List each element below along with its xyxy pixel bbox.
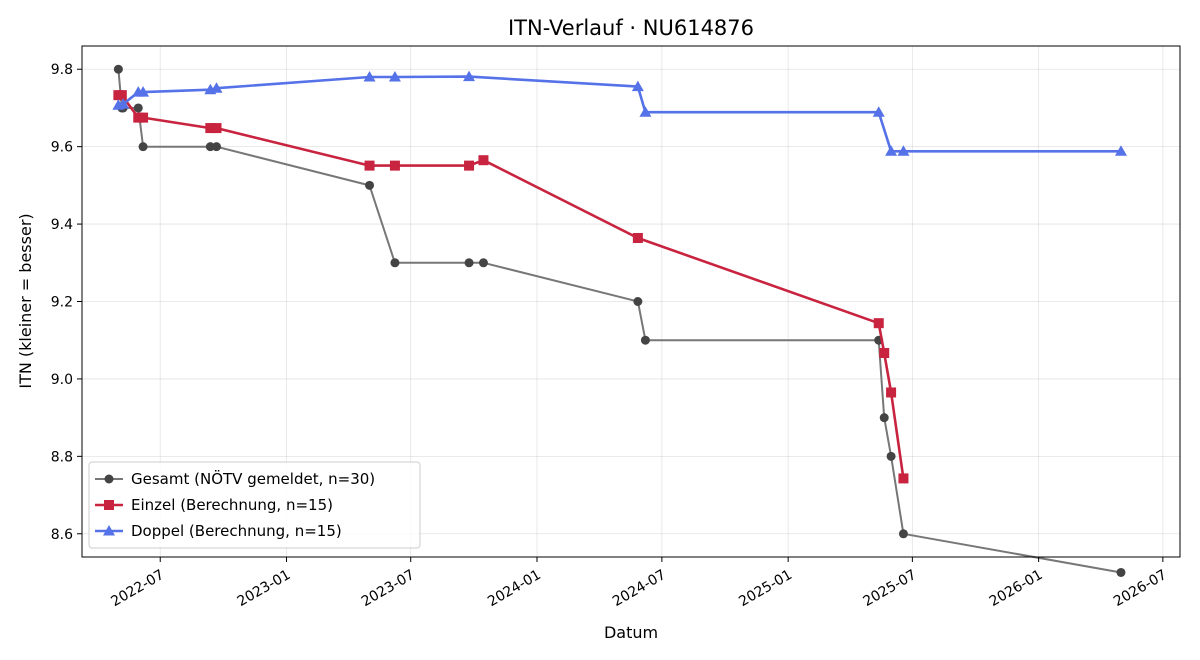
legend-label: Doppel (Berechnung, n=15) xyxy=(131,522,342,540)
y-tick-label: 9.6 xyxy=(51,140,73,156)
series-2-point xyxy=(873,318,884,329)
series-1-point xyxy=(365,180,375,190)
series-3-point xyxy=(872,106,885,117)
y-axis: 8.6 8.8 9.0 9.2 9.4 9.6 9.8 xyxy=(51,62,82,543)
series-3-point xyxy=(388,70,401,82)
x-axis-label: Datum xyxy=(604,623,658,642)
series-1 xyxy=(113,64,1126,577)
series-2-point xyxy=(879,347,890,358)
chart-title: ITN-Verlauf · NU614876 xyxy=(508,16,754,40)
legend-marker xyxy=(104,474,114,484)
series-1-point xyxy=(390,258,400,268)
y-tick-label: 8.8 xyxy=(51,449,73,465)
series-1-point xyxy=(640,335,650,345)
series-2-point xyxy=(464,160,475,171)
legend-entry: Doppel (Berechnung, n=15) xyxy=(95,522,342,540)
series-3-point xyxy=(463,70,476,82)
legend-label: Gesamt (NÖTV gemeldet, n=30) xyxy=(131,469,375,488)
series-2-point xyxy=(886,387,897,398)
series-3-point xyxy=(210,82,223,93)
series-2-point xyxy=(211,123,222,134)
series-3-point xyxy=(137,86,150,97)
series-2 xyxy=(113,90,909,484)
series-2-point xyxy=(632,233,643,244)
grid xyxy=(82,46,1180,557)
series-2-point xyxy=(205,123,216,134)
series-3-point xyxy=(639,106,652,117)
series-1-point xyxy=(633,297,643,306)
series-1-point xyxy=(478,258,488,268)
y-tick-label: 9.0 xyxy=(51,372,73,388)
series-3-point xyxy=(897,145,910,156)
series-3-point xyxy=(363,70,376,82)
y-axis-label: ITN (kleiner = besser) xyxy=(16,213,35,388)
series-2-point xyxy=(478,155,489,166)
series-1-point xyxy=(886,451,896,461)
y-tick-label: 9.8 xyxy=(51,62,73,78)
series-1-point xyxy=(879,413,889,423)
series-1-point xyxy=(205,142,215,152)
series-layer xyxy=(112,64,1127,577)
legend-entry: Einzel (Berechnung, n=15) xyxy=(95,496,333,514)
legend-marker xyxy=(104,500,114,510)
y-tick-label: 9.4 xyxy=(51,217,73,233)
series-3-point xyxy=(631,80,644,92)
series-3-point xyxy=(1114,145,1127,156)
series-1-point xyxy=(898,529,908,539)
series-2-point xyxy=(389,160,400,171)
series-1-point xyxy=(464,258,474,268)
series-1-point xyxy=(113,64,123,74)
series-1-point xyxy=(212,142,222,152)
y-tick-label: 8.6 xyxy=(51,527,73,543)
series-3 xyxy=(112,70,1127,156)
legend-entry: Gesamt (NÖTV gemeldet, n=30) xyxy=(95,469,375,488)
y-tick-label: 9.2 xyxy=(51,295,73,311)
legend: Gesamt (NÖTV gemeldet, n=30) Einzel (Bere… xyxy=(88,461,421,549)
series-3-point xyxy=(117,98,130,109)
series-1-point xyxy=(138,142,148,152)
legend-label: Einzel (Berechnung, n=15) xyxy=(131,496,333,514)
series-2-point xyxy=(898,473,909,484)
legend-marker xyxy=(103,525,115,536)
series-2-point xyxy=(116,90,127,101)
series-1-point xyxy=(1116,567,1126,577)
series-1-point xyxy=(133,103,143,113)
series-2-point xyxy=(138,112,149,123)
series-2-point xyxy=(364,160,375,171)
series-3-point xyxy=(885,145,898,156)
legend-box xyxy=(88,461,421,549)
